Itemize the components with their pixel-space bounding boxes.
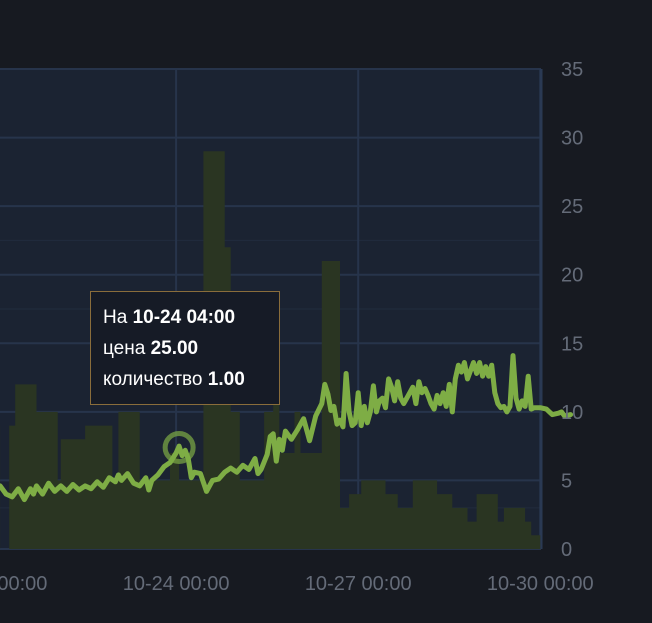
tooltip-time-row: На 10-24 04:00 [103,302,279,333]
x-tick-label: 10-24 00:00 [123,573,230,595]
x-tick-label: 10-30 00:00 [487,573,594,595]
tooltip-price-label: цена [103,338,146,359]
tooltip-time-prefix: На [103,307,128,328]
x-tick-label: 10-27 00:00 [305,573,412,595]
price-line-group [0,353,574,503]
tooltip: На 10-24 04:00 цена 25.00 количество 1.0… [90,291,280,405]
y-tick-label: 5 [561,470,572,492]
y-tick-label: 20 [561,265,583,287]
tooltip-time-value: 10-24 04:00 [132,307,236,328]
hover-marker-group [162,431,196,465]
x-axis-ticks: 10-21 00:00 10-24 00:00 10-27 00:00 10-30 0… [0,573,594,595]
volume-bars [0,151,541,549]
x-tick-label: 10-21 00:00 [0,573,47,595]
y-tick-label: 0 [561,539,572,561]
tooltip-qty-row: количество 1.00 [103,364,279,395]
tooltip-price-row: цена 25.00 [103,333,279,364]
price-line [0,353,574,503]
tooltip-price-value: 25.00 [150,338,199,359]
y-tick-label: 15 [561,333,583,355]
y-tick-label: 30 [561,128,583,150]
volume-area [0,151,541,549]
y-tick-label: 25 [561,196,583,218]
y-tick-label: 10 [561,402,583,424]
tooltip-qty-label: количество [103,369,203,390]
y-tick-label: 35 [561,59,583,81]
hover-marker [162,431,196,465]
y-axis-ticks: 0 5 10 15 20 25 30 35 [561,59,583,561]
tooltip-qty-value: 1.00 [207,369,245,390]
